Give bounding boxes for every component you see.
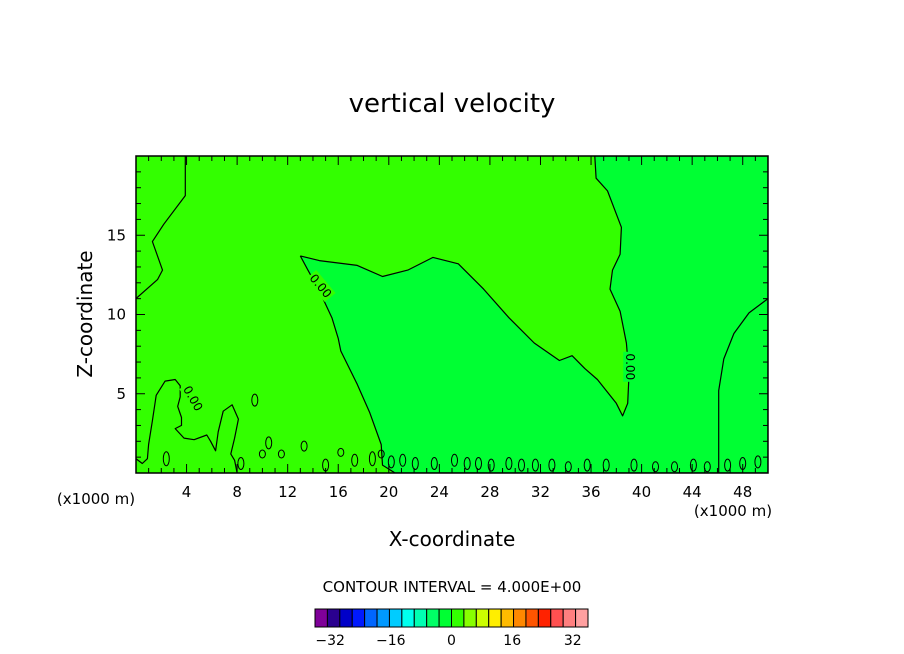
- colorbar-swatch: [426, 608, 440, 628]
- small-contour-cell: [411, 457, 419, 470]
- small-contour-cell: [237, 457, 245, 470]
- small-contour-cell: [548, 458, 556, 472]
- small-contour-cell: [531, 458, 539, 472]
- small-contour-cell: [487, 458, 495, 472]
- colorbar-swatch: [388, 608, 403, 628]
- small-contour-cell: [337, 447, 345, 457]
- colorbar-swatch: [525, 608, 539, 628]
- colorbar-labels: −32 −16 0 16 32: [315, 633, 581, 649]
- zero-contour-line: [136, 378, 239, 473]
- colorbar-swatch: [314, 608, 328, 628]
- y-tick-label: 15: [107, 226, 126, 244]
- x-tick-label: 24: [430, 483, 449, 501]
- small-contour-cell: [475, 457, 482, 470]
- colorbar-swatch: [463, 608, 477, 628]
- colorbar-tick-label: −32: [315, 633, 345, 649]
- contour-interval-label: CONTOUR INTERVAL = 4.000E+00: [323, 578, 582, 596]
- zero-contour-line: [718, 298, 768, 473]
- x-tick-label: 48: [733, 483, 752, 501]
- colorbar-tick-label: 32: [564, 633, 582, 649]
- x-tick-label: 8: [232, 483, 242, 501]
- small-contour-cell: [430, 457, 438, 470]
- colorbar-swatch: [500, 608, 515, 628]
- colorbar-swatch: [475, 608, 490, 628]
- colorbar-swatch: [364, 608, 378, 628]
- x-tick-label: 12: [278, 483, 297, 501]
- contour-label: 0.00: [623, 353, 637, 380]
- x-tick-label: 20: [379, 483, 398, 501]
- contour-fills: [300, 156, 768, 473]
- colorbar-tick-label: 16: [503, 633, 521, 649]
- colorbar-swatch: [413, 608, 428, 628]
- colorbar-swatch: [562, 608, 577, 628]
- x-tick-label: 28: [480, 483, 499, 501]
- small-contour-cells: [162, 393, 762, 473]
- x-tick-label: 16: [329, 483, 348, 501]
- small-contour-cell: [703, 461, 711, 473]
- small-contour-cell: [583, 458, 591, 472]
- small-contour-cell: [251, 393, 259, 407]
- colorbar-swatch: [438, 608, 452, 628]
- negative-region-fill: [300, 156, 768, 473]
- small-contour-cell: [671, 461, 678, 473]
- small-contour-cell: [162, 451, 170, 467]
- colorbar-swatch: [575, 608, 589, 628]
- small-contour-cell: [630, 458, 638, 472]
- zero-contour-line: [299, 156, 768, 473]
- small-contour-cell: [602, 458, 610, 472]
- contour-label-bg: [623, 351, 638, 382]
- y-tick-label: 10: [107, 306, 126, 324]
- small-contour-cell: [564, 461, 572, 473]
- y-unit-label: (x1000 m): [694, 502, 772, 520]
- colorbar-tick-label: −16: [376, 633, 406, 649]
- small-contour-cell: [300, 440, 308, 452]
- x-tick-label: 4: [182, 483, 192, 501]
- small-contour-cell: [689, 458, 697, 472]
- small-contour-cell: [399, 453, 407, 467]
- contour-label-bg: [305, 270, 336, 302]
- x-tick-label: 40: [632, 483, 651, 501]
- x-tick-label: 32: [531, 483, 550, 501]
- colorbar-tick-label: 0: [447, 633, 456, 649]
- y-tick-label: 5: [116, 385, 126, 403]
- colorbar-swatch: [550, 608, 564, 628]
- small-contour-cell: [451, 453, 458, 467]
- y-axis-label: Z-coordinate: [73, 250, 97, 377]
- colorbar-swatch: [351, 608, 366, 628]
- colorbar-swatch: [537, 608, 552, 628]
- x-tick-label: 44: [683, 483, 702, 501]
- colorbar-swatch: [451, 608, 465, 628]
- small-contour-cell: [377, 449, 385, 459]
- x-tick-label: 36: [581, 483, 600, 501]
- small-contour-cell: [351, 453, 359, 467]
- small-contour-cell: [652, 461, 659, 473]
- small-contour-cell: [277, 449, 285, 459]
- x-axis-label: X-coordinate: [389, 527, 516, 551]
- colorbar-swatch: [339, 608, 353, 628]
- small-contour-cell: [368, 451, 376, 467]
- colorbar: [314, 608, 589, 628]
- plot-area: [136, 156, 768, 473]
- colorbar-swatch: [326, 608, 341, 628]
- contour-label-bg: [179, 382, 207, 415]
- zero-contour-line: [136, 156, 186, 300]
- x-axis-ticks: 4 8 12 16 20 24 28 32 36 40 44 48: [148, 156, 756, 501]
- colorbar-swatch: [513, 608, 527, 628]
- chart-title: vertical velocity: [349, 89, 556, 119]
- contour-lines: [136, 156, 768, 473]
- x-unit-label: (x1000 m): [57, 490, 135, 508]
- y-axis-ticks: 5 10 15: [107, 171, 768, 458]
- small-contour-cell: [258, 449, 266, 459]
- small-contour-cell: [754, 455, 762, 469]
- colorbar-swatch: [488, 608, 502, 628]
- small-contour-cell: [265, 436, 273, 450]
- small-contour-cell: [387, 455, 395, 469]
- small-contour-cell: [518, 458, 525, 472]
- colorbar-swatch: [376, 608, 390, 628]
- small-contour-cell: [724, 458, 732, 472]
- small-contour-cell: [463, 457, 471, 470]
- colorbar-swatch: [401, 608, 415, 628]
- small-contour-cell: [505, 457, 513, 470]
